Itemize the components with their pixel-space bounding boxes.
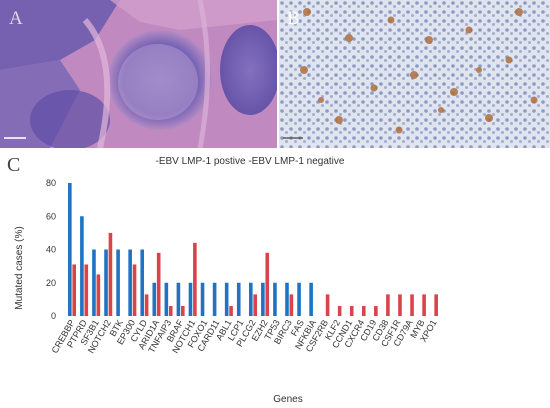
bar-positive xyxy=(164,282,169,316)
bar-negative xyxy=(229,306,233,316)
bar-positive xyxy=(212,282,217,316)
bar-positive xyxy=(104,249,108,316)
bar-negative xyxy=(72,264,77,316)
bar-positive xyxy=(285,282,289,316)
bar-negative xyxy=(325,294,330,316)
bar-positive xyxy=(140,249,145,316)
y-tick-label: 40 xyxy=(46,245,56,255)
bar-positive xyxy=(176,282,181,316)
bar-negative xyxy=(410,294,414,316)
bar-series xyxy=(68,183,438,317)
bar-negative xyxy=(253,294,257,316)
panel-b-letter: B xyxy=(287,8,300,29)
bar-positive xyxy=(68,183,72,316)
x-axis-label: Genes xyxy=(273,394,302,405)
bar-negative xyxy=(337,306,342,316)
bar-positive xyxy=(297,282,301,316)
x-axis-tick-labels: CREBBPPTPRDSF3B1NOTCH2BTKEP300CYLDARID1A… xyxy=(50,318,439,355)
bar-positive xyxy=(152,282,157,316)
bar-negative xyxy=(434,294,438,316)
bar-positive xyxy=(188,282,193,316)
bar-positive xyxy=(236,282,241,316)
ihc-stain-image: B xyxy=(279,0,550,148)
bar-negative xyxy=(265,252,270,316)
bar-positive xyxy=(80,216,84,316)
bar-negative xyxy=(289,294,294,316)
bar-positive xyxy=(261,282,265,316)
bar-negative xyxy=(144,294,149,316)
y-tick-label: 20 xyxy=(46,278,56,288)
mutation-bar-chart: -EBV LMP-1 postive -EBV LMP-1 negative M… xyxy=(14,156,439,405)
bar-negative xyxy=(108,232,113,317)
bar-negative xyxy=(193,242,197,316)
bar-positive xyxy=(249,282,253,316)
y-tick-label: 60 xyxy=(46,211,56,221)
he-histology-image: A xyxy=(0,0,277,148)
chart-legend: -EBV LMP-1 postive -EBV LMP-1 negative xyxy=(156,156,345,167)
bar-negative xyxy=(156,252,161,316)
bar-negative xyxy=(84,264,89,316)
bar-negative xyxy=(181,306,185,316)
panel-c-letter: C xyxy=(7,154,21,176)
bar-negative xyxy=(168,306,173,316)
bar-positive xyxy=(224,282,229,316)
y-tick-label: 80 xyxy=(46,178,56,188)
bar-negative xyxy=(374,306,378,316)
y-tick-label: 0 xyxy=(51,311,56,321)
bar-negative xyxy=(349,306,354,316)
bar-positive xyxy=(116,249,120,316)
bar-negative xyxy=(398,294,402,316)
bar-negative xyxy=(386,294,390,316)
bar-positive xyxy=(309,282,313,316)
bar-positive xyxy=(273,282,277,316)
y-axis-label: Mutated cases (%) xyxy=(14,226,25,309)
y-axis-ticks: 0 20 40 60 80 xyxy=(46,178,56,321)
bar-negative xyxy=(96,274,101,316)
bar-positive xyxy=(128,249,132,316)
panel-a-letter: A xyxy=(9,8,23,29)
bar-negative xyxy=(422,294,426,316)
bar-positive xyxy=(200,282,205,316)
bar-positive xyxy=(92,249,96,316)
bar-negative xyxy=(132,264,137,316)
bar-negative xyxy=(361,306,366,316)
